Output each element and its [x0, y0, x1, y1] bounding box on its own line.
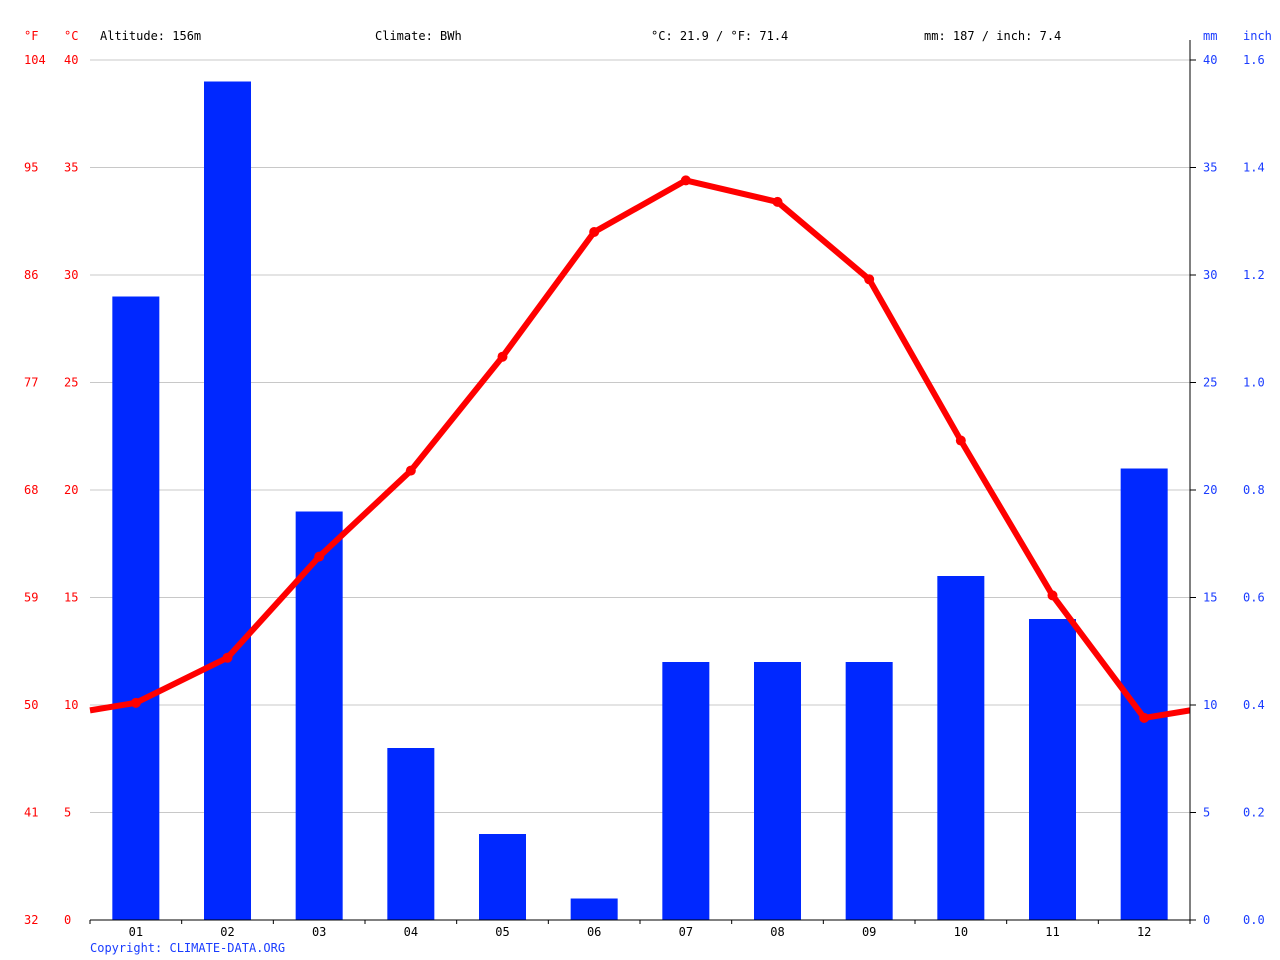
inch-tick-label: 1.2: [1243, 268, 1265, 282]
temperature-point: [955, 435, 966, 446]
precipitation-bar: [570, 898, 618, 920]
month-tick-label: 08: [770, 925, 784, 939]
fahrenheit-tick-label: 95: [24, 161, 38, 175]
mm-tick-label: 10: [1203, 698, 1217, 712]
month-tick-label: 04: [404, 925, 418, 939]
temperature-point: [1139, 712, 1150, 723]
precipitation-bars: [112, 81, 1168, 920]
celsius-tick-label: 0: [64, 913, 71, 927]
fahrenheit-tick-label: 32: [24, 913, 38, 927]
precipitation-bar: [845, 662, 893, 920]
mm-tick-label: 5: [1203, 806, 1210, 820]
month-tick-label: 05: [495, 925, 509, 939]
fahrenheit-tick-label: 104: [24, 53, 46, 67]
mm-unit-label: mm: [1203, 29, 1217, 43]
inch-tick-label: 0.2: [1243, 806, 1265, 820]
temperature-point: [497, 351, 508, 362]
celsius-tick-label: 30: [64, 268, 78, 282]
fahrenheit-tick-label: 50: [24, 698, 38, 712]
precipitation-bar: [662, 662, 710, 920]
month-tick-label: 09: [862, 925, 876, 939]
precipitation-bar: [754, 662, 801, 920]
precipitation-bar: [1029, 619, 1076, 920]
climate-label: Climate: BWh: [375, 29, 462, 43]
fahrenheit-tick-label: 86: [24, 268, 38, 282]
fahrenheit-unit-label: °F: [24, 29, 38, 43]
mm-tick-label: 35: [1203, 161, 1217, 175]
inch-tick-label: 1.4: [1243, 161, 1265, 175]
month-tick-label: 12: [1137, 925, 1151, 939]
inch-tick-label: 0.4: [1243, 698, 1265, 712]
fahrenheit-tick-label: 59: [24, 591, 38, 605]
mm-tick-label: 25: [1203, 376, 1217, 390]
precipitation-bar: [937, 576, 985, 920]
precipitation-bar: [204, 81, 251, 920]
inch-tick-label: 0.0: [1243, 913, 1265, 927]
mm-tick-label: 0: [1203, 913, 1210, 927]
inch-tick-label: 1.6: [1243, 53, 1265, 67]
temperature-line: [89, 175, 1191, 723]
mm-tick-label: 40: [1203, 53, 1217, 67]
temperature-point: [222, 652, 233, 663]
fahrenheit-tick-label: 77: [24, 376, 38, 390]
month-tick-label: 07: [679, 925, 693, 939]
inch-tick-label: 0.6: [1243, 591, 1265, 605]
precipitation-bar: [387, 748, 435, 920]
celsius-tick-label: 40: [64, 53, 78, 67]
month-tick-label: 10: [954, 925, 968, 939]
celsius-tick-label: 20: [64, 483, 78, 497]
celsius-tick-label: 5: [64, 806, 71, 820]
precipitation-bar: [479, 834, 526, 920]
temperature-line-path: [89, 177, 1191, 721]
mm-tick-label: 15: [1203, 591, 1217, 605]
temperature-point: [864, 274, 875, 285]
temperature-point: [314, 551, 325, 562]
month-tick-label: 02: [220, 925, 234, 939]
axes: [89, 40, 1191, 924]
altitude-label: Altitude: 156m: [100, 29, 201, 43]
month-tick-label: 11: [1045, 925, 1059, 939]
inch-unit-label: inch: [1243, 29, 1272, 43]
temperature-point: [405, 465, 416, 476]
temperature-point: [130, 697, 141, 708]
copyright-link[interactable]: Copyright: CLIMATE-DATA.ORG: [90, 941, 285, 955]
fahrenheit-tick-label: 68: [24, 483, 38, 497]
celsius-tick-label: 35: [64, 161, 78, 175]
mm-tick-label: 30: [1203, 268, 1217, 282]
celsius-tick-label: 15: [64, 591, 78, 605]
celsius-tick-label: 10: [64, 698, 78, 712]
precipitation-bar: [295, 511, 343, 920]
tick-labels: 32 0 0 0.0 41 5 5 0.2 50 10 10 0.4 59 15 15 0.6 68 20 20 0.…: [24, 53, 1265, 939]
celsius-unit-label: °C: [64, 29, 78, 43]
temperature-summary: °C: 21.9 / °F: 71.4: [651, 29, 788, 43]
grid-lines: [90, 59, 1196, 921]
inch-tick-label: 1.0: [1243, 376, 1265, 390]
fahrenheit-tick-label: 41: [24, 806, 38, 820]
temperature-point: [1047, 590, 1058, 601]
temperature-point: [772, 196, 783, 207]
month-tick-label: 03: [312, 925, 326, 939]
month-tick-label: 06: [587, 925, 601, 939]
temperature-point: [589, 227, 600, 237]
precipitation-bar: [112, 296, 160, 920]
temperature-point: [680, 175, 691, 186]
celsius-tick-label: 25: [64, 376, 78, 390]
inch-tick-label: 0.8: [1243, 483, 1265, 497]
mm-tick-label: 20: [1203, 483, 1217, 497]
month-tick-label: 01: [129, 925, 143, 939]
precipitation-summary: mm: 187 / inch: 7.4: [924, 29, 1061, 43]
